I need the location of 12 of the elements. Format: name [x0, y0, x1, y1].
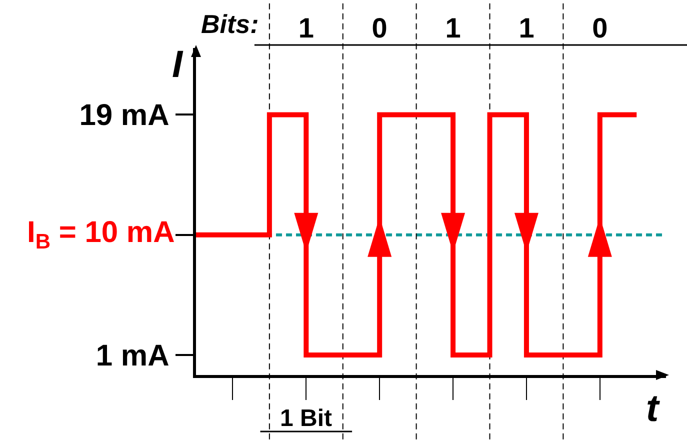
x-tick-label: 1 [518, 12, 534, 44]
x-axis-title: t [646, 388, 660, 430]
y-tick-label: 19 mA [79, 99, 170, 132]
y-tick-label: 1 mA [96, 339, 170, 372]
y-axis-title: I [172, 44, 184, 86]
x-tick-label: 1 [445, 12, 461, 44]
x-tick-label: 1 [298, 12, 314, 44]
series-label: I$_{B}$ = 10 mA [27, 216, 175, 254]
x-tick-label: 0 [372, 12, 388, 44]
x2-axis-title: Bits: [201, 9, 259, 39]
x-tick-label: 0 [592, 12, 608, 44]
text: 1 Bit [280, 405, 332, 432]
